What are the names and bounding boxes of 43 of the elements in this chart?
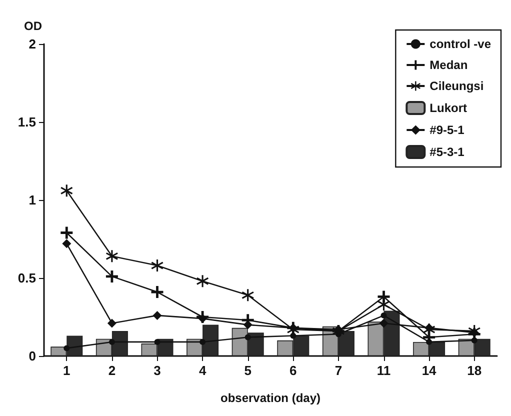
point (64, 345, 70, 352)
point (60, 226, 73, 239)
y-tick-label: 1 (28, 192, 36, 208)
x-tick-label: 6 (290, 363, 297, 378)
x-tick-label: 1 (63, 363, 70, 378)
legend-label: control -ve (430, 37, 492, 51)
point (60, 184, 73, 197)
legend-label: #9-5-1 (430, 123, 465, 137)
x-axis-title: observation (day) (220, 391, 321, 405)
point (107, 318, 116, 328)
point (154, 338, 160, 345)
point (108, 338, 115, 345)
legend-label: Cileungsi (430, 79, 484, 93)
y-axis-title: OD (24, 19, 42, 33)
point (151, 286, 164, 298)
x-tick-label: 14 (422, 363, 438, 378)
x-tick-label: 2 (108, 363, 116, 378)
legend-label: #5-3-1 (430, 145, 465, 159)
x-tick-label: 11 (376, 363, 391, 378)
x-tick-label: 18 (467, 363, 482, 378)
legend-label: Lukort (430, 101, 467, 115)
point (243, 320, 252, 330)
point (151, 260, 164, 272)
point (106, 270, 118, 282)
x-tick-label: 5 (244, 363, 252, 378)
point (62, 239, 72, 248)
point (380, 312, 387, 318)
y-tick-label: 0.5 (18, 270, 36, 286)
y-tick-label: 0 (28, 348, 36, 364)
x-tick-label: 7 (334, 363, 342, 378)
point (244, 334, 251, 340)
x-tick-label: 3 (154, 363, 161, 378)
point (106, 250, 118, 262)
point (470, 328, 479, 338)
y-tick-label: 2 (28, 36, 36, 52)
point (196, 275, 209, 288)
point (152, 310, 162, 320)
x-tick-label: 4 (198, 363, 207, 378)
point (379, 318, 388, 328)
point (200, 338, 206, 345)
point (242, 289, 254, 302)
legend-label: Medan (430, 58, 468, 72)
y-tick-label: 1.5 (18, 114, 36, 130)
